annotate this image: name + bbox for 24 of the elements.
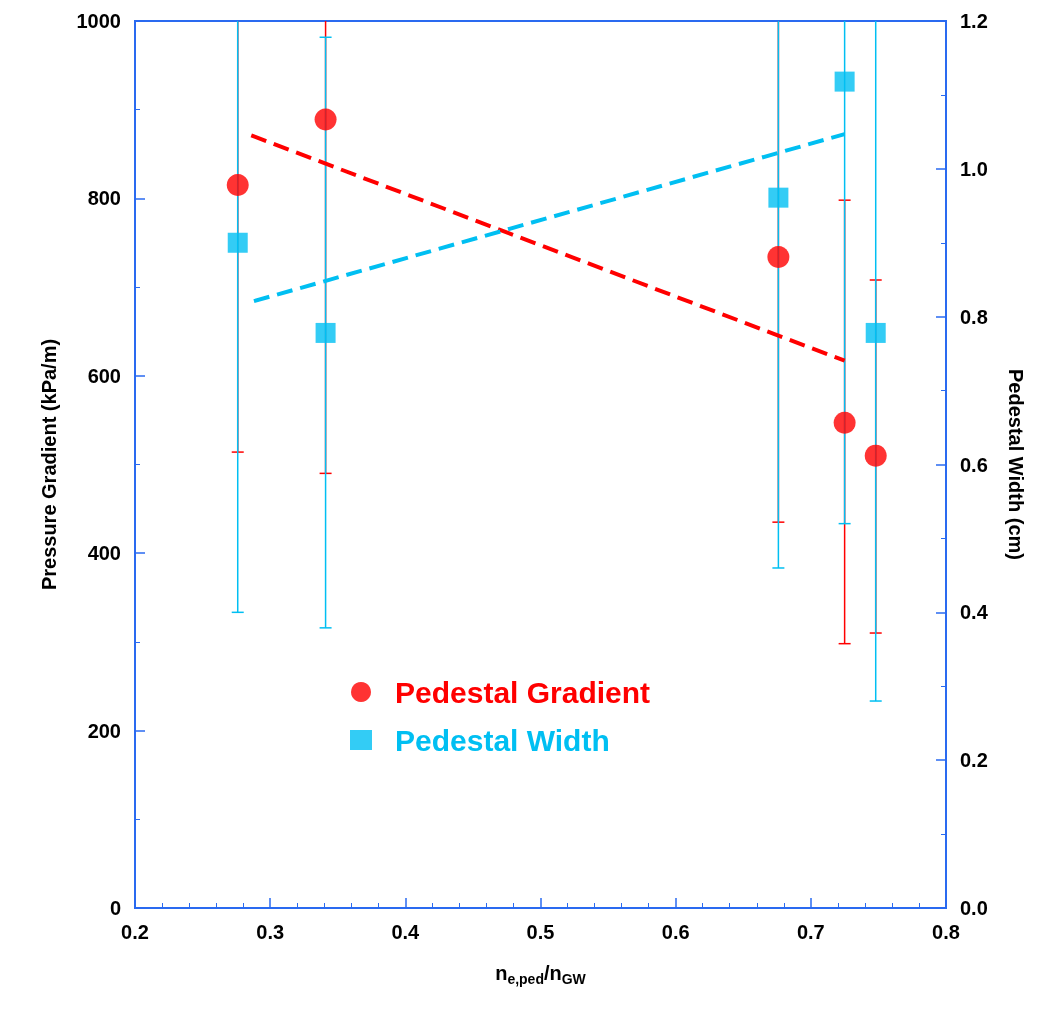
y-tick-label: 1000 <box>76 10 121 32</box>
y2-tick-label: 1.2 <box>960 10 988 32</box>
legend-label: Pedestal Gradient <box>395 675 651 709</box>
y2-tick-label: 0.2 <box>960 749 988 772</box>
x-tick-label: 0.7 <box>796 921 825 943</box>
x-tick-label: 0.2 <box>121 921 149 943</box>
y2-tick-label: 0.4 <box>960 601 989 624</box>
legend-label: Pedestal Width <box>395 723 610 757</box>
x-tick-label: 0.3 <box>256 921 285 943</box>
y2-tick-label: 0.0 <box>960 897 988 919</box>
y-tick-label: 200 <box>87 719 121 742</box>
x-tick-label: 0.6 <box>661 921 690 943</box>
y2-tick-label: 1.0 <box>960 157 988 180</box>
y-axis-title: Pressure Gradient (kPa/m) <box>38 338 60 591</box>
x-tick-label: 0.5 <box>526 921 555 943</box>
y-tick-label: 0 <box>109 897 121 919</box>
y2-tick-label: 0.8 <box>960 305 988 328</box>
x-tick-label: 0.4 <box>391 921 421 943</box>
y2-axis-title: Pedestal Width (cm) <box>1005 369 1027 560</box>
y-tick-label: 600 <box>87 364 121 387</box>
x-tick-label: 0.8 <box>932 921 960 943</box>
y-tick-label: 400 <box>87 542 121 565</box>
y2-tick-label: 0.6 <box>960 453 988 476</box>
y-tick-label: 800 <box>87 187 121 210</box>
